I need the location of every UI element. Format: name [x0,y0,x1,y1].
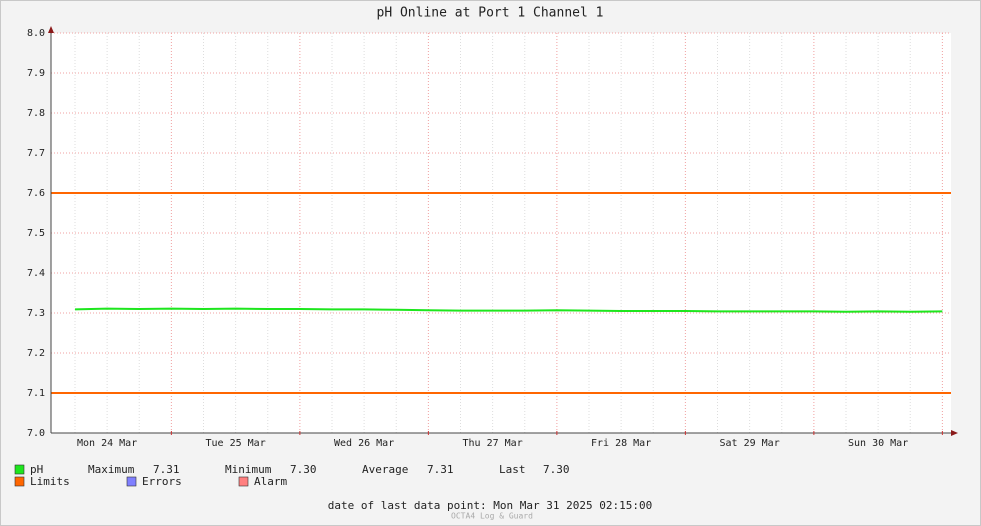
y-tick-label: 8.0 [27,28,45,39]
x-arrow [951,430,958,436]
y-tick-label: 7.0 [27,428,45,439]
stat-value: 7.30 [543,463,570,476]
stat-value: 7.31 [153,463,180,476]
legend-swatch [14,464,25,475]
y-tick-label: 7.5 [27,228,45,239]
y-tick-label: 7.3 [27,308,45,319]
x-tick-label: Tue 25 Mar [206,438,266,449]
y-tick-label: 7.1 [27,388,45,399]
y-tick-label: 7.2 [27,348,45,359]
chart-title: pH Online at Port 1 Channel 1 [377,6,604,21]
x-tick-label: Thu 27 Mar [463,438,523,449]
footer: date of last data point: Mon Mar 31 2025… [328,499,653,512]
x-tick-label: Mon 24 Mar [77,438,137,449]
x-tick-label: Sat 29 Mar [720,438,780,449]
stat-label: Average [362,463,408,476]
y-tick-label: 7.7 [27,148,45,159]
legend-label: Alarm [254,475,287,488]
stat-label: Minimum [225,463,272,476]
x-tick-label: Sun 30 Mar [848,438,908,449]
y-arrow [48,26,54,33]
stat-value: 7.30 [290,463,317,476]
legend-label: pH [30,463,43,476]
y-tick-label: 7.4 [27,268,45,279]
legend-label: Errors [142,475,182,488]
stat-label: Maximum [88,463,135,476]
legend-swatch [126,476,137,487]
y-tick-label: 7.6 [27,188,45,199]
legend-swatch [14,476,25,487]
data-line [74,307,943,313]
legend-swatch [238,476,249,487]
x-tick-label: Fri 28 Mar [591,438,651,449]
y-tick-label: 7.8 [27,108,45,119]
y-tick-label: 7.9 [27,68,45,79]
watermark: OCTA4 Log & Guard [451,512,533,521]
x-tick-label: Wed 26 Mar [334,438,394,449]
legend-label: Limits [30,475,70,488]
stat-value: 7.31 [427,463,454,476]
stat-label: Last [499,463,526,476]
